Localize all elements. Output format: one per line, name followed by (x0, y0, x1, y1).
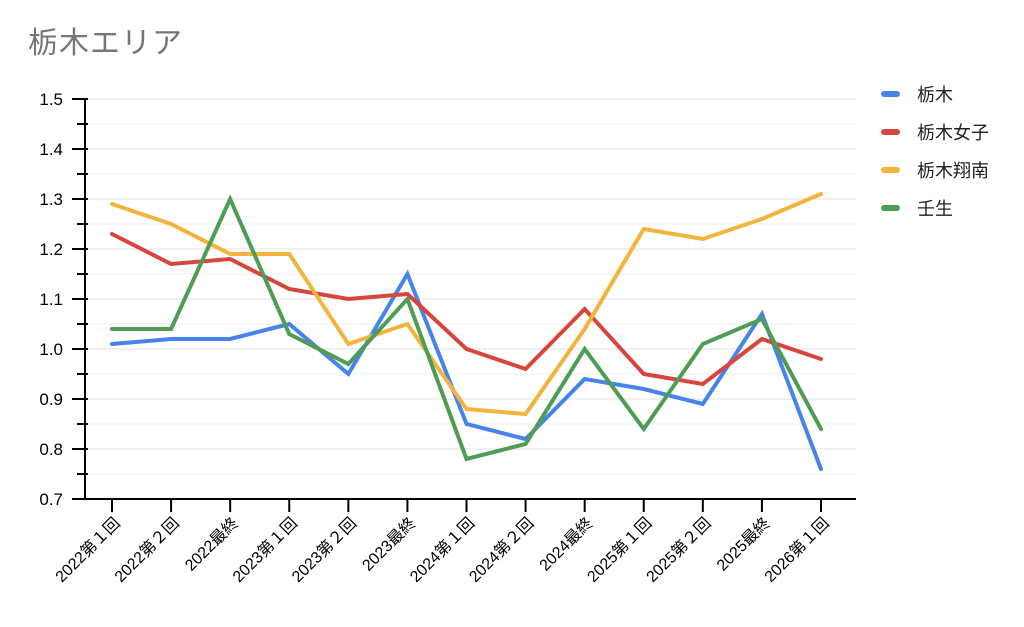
legend-item-0[interactable]: 栃木 (881, 82, 989, 106)
legend-label: 栃木翔南 (917, 161, 989, 181)
y-tick-label: 0.7 (39, 490, 63, 509)
legend-label: 壬生 (917, 199, 953, 219)
legend-label: 栃木 (917, 85, 953, 105)
series-line-2[interactable] (110, 192, 823, 417)
x-tick-label: 2024最終 (536, 514, 597, 575)
y-tick-label: 0.8 (39, 440, 63, 459)
chart-title: 栃木エリア (28, 27, 183, 60)
series-line-3[interactable] (110, 194, 823, 462)
legend-swatch-icon (881, 167, 900, 173)
y-tick-label: 1.0 (39, 340, 63, 359)
x-tick-label: 2022最終 (181, 514, 242, 575)
y-tick-label: 0.9 (39, 390, 63, 409)
legend-swatch-icon (881, 129, 900, 135)
x-tick-label: 2023最終 (359, 514, 420, 575)
legend-swatch-icon (881, 205, 900, 211)
y-tick-label: 1.5 (39, 90, 63, 109)
y-tick-label: 1.3 (39, 190, 63, 209)
legend-item-3[interactable]: 壬生 (881, 196, 989, 220)
legend-swatch-icon (881, 91, 900, 97)
y-tick-label: 1.2 (39, 240, 63, 259)
series-line-1[interactable] (110, 232, 823, 387)
legend-item-1[interactable]: 栃木女子 (881, 120, 989, 144)
x-tick-label: 2025最終 (713, 514, 774, 575)
legend-item-2[interactable]: 栃木翔南 (881, 158, 989, 182)
y-tick-label: 1.1 (39, 290, 63, 309)
legend: 栃木栃木女子栃木翔南壬生 (881, 82, 989, 234)
legend-label: 栃木女子 (917, 123, 989, 143)
y-tick-label: 1.4 (39, 140, 63, 159)
series-line-0[interactable] (110, 269, 823, 471)
